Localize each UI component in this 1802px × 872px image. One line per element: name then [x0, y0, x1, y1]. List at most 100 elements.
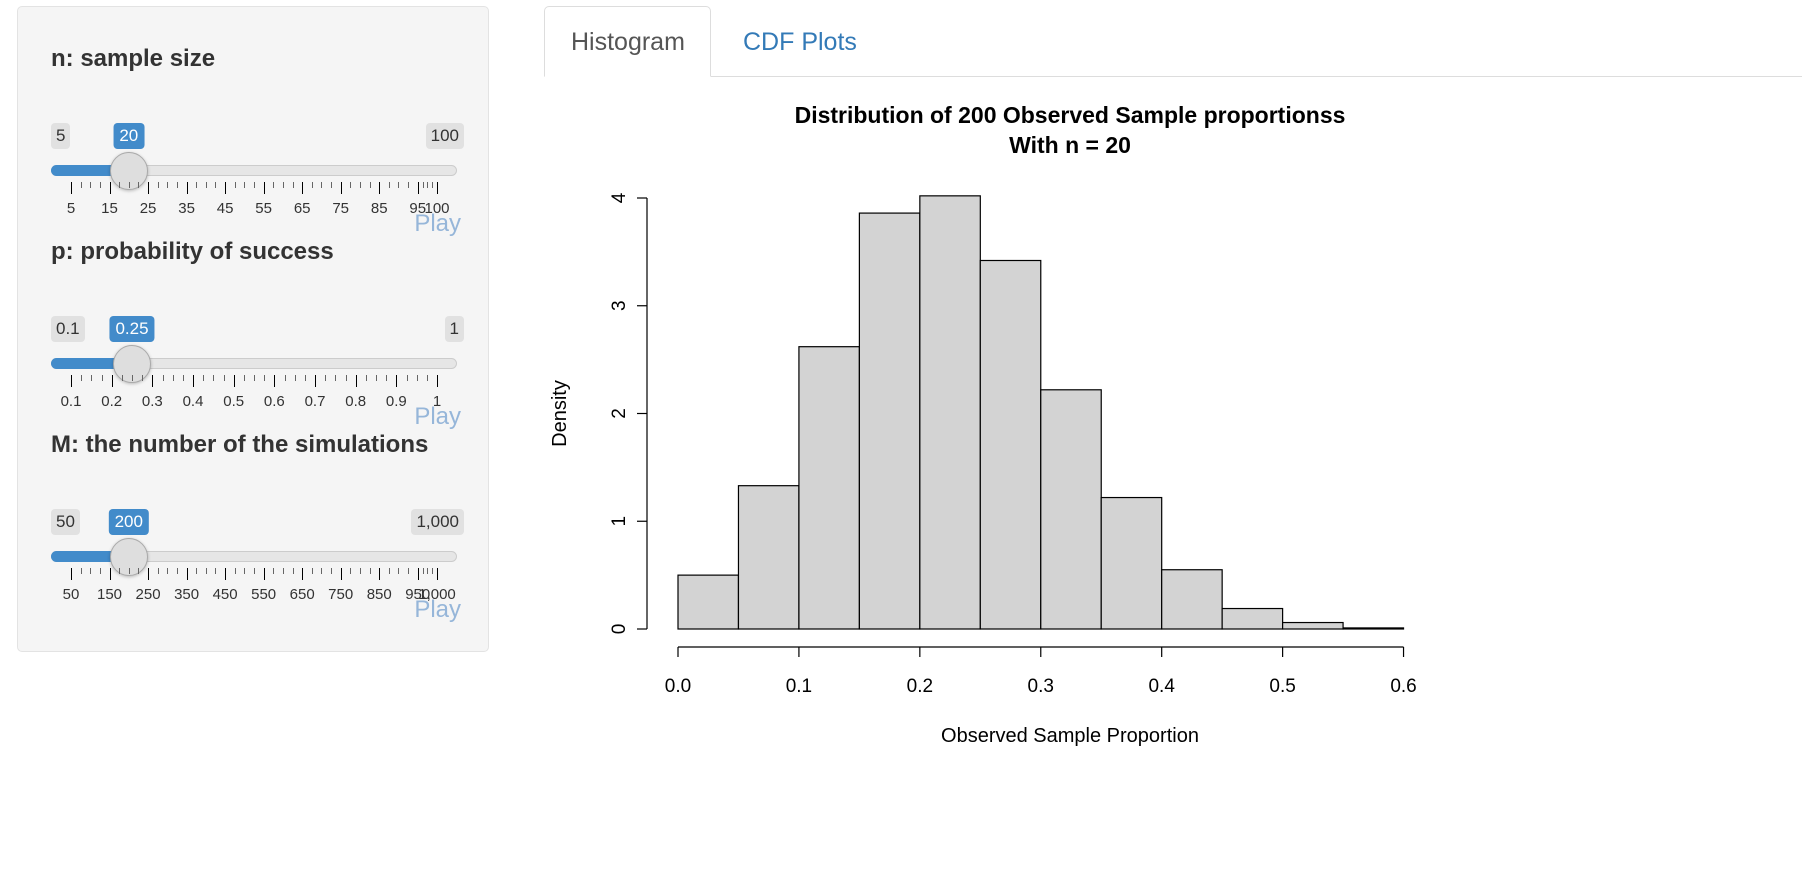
slider-minor-tick [157, 568, 159, 574]
slider-tick-label: 50 [62, 586, 80, 603]
slider-tick-label: 95 [409, 200, 427, 217]
tab-bar: Histogram CDF Plots [544, 0, 1802, 78]
slider-minor-tick [398, 568, 400, 574]
play-button[interactable]: Play [414, 210, 461, 237]
slider-tick-label: 0.9 [385, 393, 407, 410]
slider-minor-tick [426, 375, 428, 381]
slider-tick-label: 250 [135, 586, 161, 603]
slider-value-bubble: 200 [108, 509, 149, 535]
slider-minor-tick [176, 568, 178, 574]
slider-major-tick [340, 568, 342, 580]
slider-tick-label: 950 [405, 586, 431, 603]
y-axis-label: Density [549, 380, 571, 447]
slider-minor-tick [369, 182, 371, 188]
slider-minor-tick [213, 375, 215, 381]
slider-minor-tick [408, 568, 410, 574]
slider-minor-tick [244, 568, 246, 574]
slider-minor-tick [128, 182, 130, 188]
slider-minor-tick [203, 375, 205, 381]
slider-minor-tick [138, 568, 140, 574]
slider-major-tick [152, 375, 154, 387]
slider-tick-label: 850 [366, 586, 392, 603]
slider-minor-tick [138, 182, 140, 188]
slider-major-tick [396, 375, 398, 387]
slider-minor-tick [205, 568, 207, 574]
slider-minor-tick [121, 375, 123, 381]
slider-major-tick [225, 568, 227, 580]
slider-max-label: 100 [425, 123, 464, 149]
tab-histogram[interactable]: Histogram [544, 6, 711, 77]
slider-minor-tick [321, 182, 323, 188]
slider-minor-tick [119, 568, 121, 574]
slider-minor-tick [128, 568, 130, 574]
slider-minor-tick [234, 182, 236, 188]
play-button[interactable]: Play [414, 596, 461, 623]
slider-tick-label: 650 [289, 586, 315, 603]
slider-tick-label: 0.6 [263, 393, 285, 410]
slider-min-label: 5 [51, 123, 71, 149]
slider-minor-tick [80, 182, 82, 188]
slider-major-tick [437, 182, 438, 194]
slider-ticks: 0.1 0.2 0.3 0.4 0.5 0.6 0.7 0.8 0.9 1 [51, 375, 457, 410]
histogram-bar [677, 574, 740, 630]
y-tick-label: 4 [609, 192, 630, 203]
histogram-bar [858, 212, 921, 630]
slider-minor-tick [321, 568, 323, 574]
slider-major-tick [340, 182, 342, 194]
slider-minor-tick [427, 182, 429, 188]
slider-minor-tick [81, 375, 83, 381]
slider-minor-tick [162, 375, 164, 381]
slider-major-tick [233, 375, 235, 387]
slider-minor-tick [331, 568, 333, 574]
slider-minor-tick [243, 375, 245, 381]
slider-tick-label: 45 [216, 200, 234, 217]
slider-minor-tick [365, 375, 367, 381]
slider-minor-tick [422, 182, 424, 188]
slider-min-label: 50 [51, 509, 80, 535]
slider-minor-tick [311, 182, 313, 188]
histogram-bar [1342, 627, 1405, 630]
slider-tick-label: 0.1 [60, 393, 82, 410]
slider-major-tick [417, 182, 419, 194]
slider-minor-tick [335, 375, 337, 381]
slider-minor-tick [432, 182, 434, 188]
x-tick-label: 0.0 [665, 676, 691, 697]
slider-minor-tick [350, 182, 352, 188]
slider-minor-tick [345, 375, 347, 381]
slider-min-label: 0.1 [51, 316, 85, 342]
slider-major-tick [379, 182, 381, 194]
slider-minor-tick [142, 375, 144, 381]
slider-probability: p: probability of success 0.1 1 0.25 0.1… [51, 238, 464, 430]
slider-minor-tick [215, 568, 217, 574]
slider-major-tick [355, 375, 357, 387]
slider-ticks: 50 150 250 350 450 550 650 750 850 950 1,000 [51, 568, 457, 603]
x-tick-label: 0.1 [786, 676, 812, 697]
slider-label: p: probability of success [51, 238, 334, 265]
slider-minor-tick [99, 568, 101, 574]
slider-major-tick [111, 375, 113, 387]
slider-max-label: 1,000 [411, 509, 464, 535]
slider-minor-tick [416, 375, 418, 381]
slider-tick-label: 750 [328, 586, 354, 603]
slider-minor-tick [254, 568, 255, 574]
slider-tick-label: 5 [66, 200, 76, 217]
x-tick-label: 0.4 [1148, 676, 1175, 697]
slider-minor-tick [408, 182, 410, 188]
histogram-bar [1282, 621, 1344, 630]
slider-minor-tick [294, 375, 296, 381]
histogram-bar [1100, 496, 1163, 630]
tab-cdf-plots[interactable]: CDF Plots [743, 28, 857, 56]
play-button[interactable]: Play [414, 403, 461, 430]
slider-minor-tick [292, 182, 294, 188]
slider-tick-label: 0.8 [345, 393, 367, 410]
slider-minor-tick [196, 568, 198, 574]
slider-minor-tick [325, 375, 327, 381]
slider-minor-tick [432, 568, 434, 574]
histogram-bar [919, 195, 981, 630]
y-tick-label: 1 [609, 516, 630, 527]
histogram-bar [798, 346, 860, 630]
slider-minor-tick [101, 375, 103, 381]
slider-value-bubble: 0.25 [109, 316, 155, 342]
x-tick-label: 0.6 [1390, 676, 1416, 697]
slider-minor-tick [244, 182, 246, 188]
